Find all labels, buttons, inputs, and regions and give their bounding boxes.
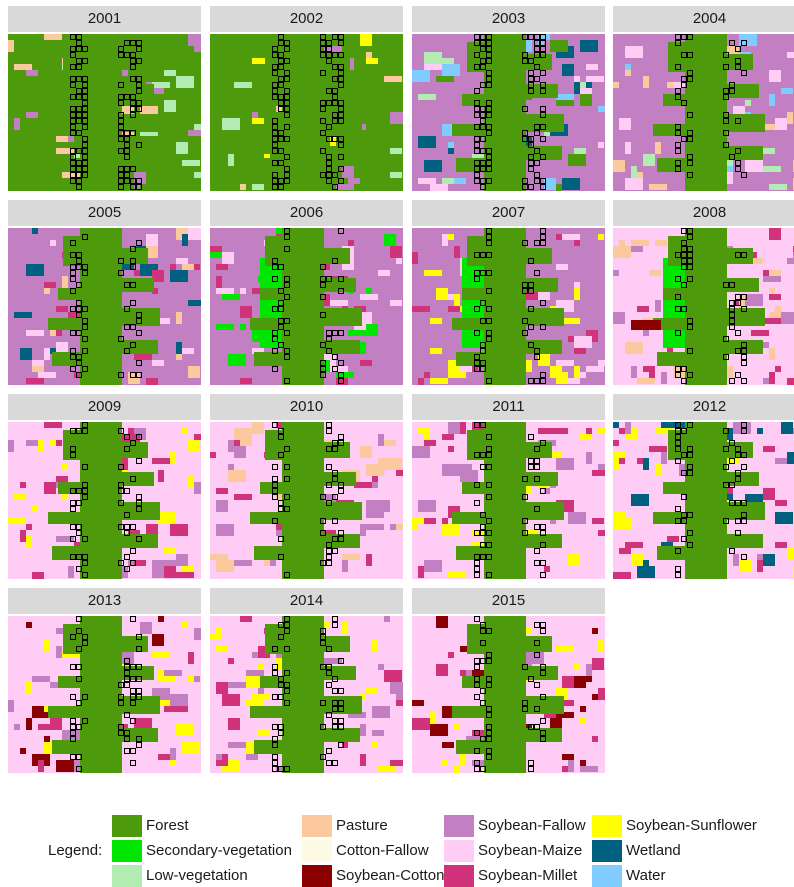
legend-swatch bbox=[112, 865, 142, 887]
panel-year-label: 2001 bbox=[8, 6, 201, 32]
panel-year-label: 2007 bbox=[412, 200, 605, 226]
panel-year-label: 2003 bbox=[412, 6, 605, 32]
panel-year-label: 2006 bbox=[210, 200, 403, 226]
land-use-map bbox=[210, 34, 403, 191]
panel-2006: 2006 bbox=[210, 200, 403, 385]
legend-label: Soybean-Maize bbox=[478, 842, 583, 859]
panel-2007: 2007 bbox=[412, 200, 605, 385]
legend: Legend: Forest Secondary-vegetation Low-… bbox=[0, 808, 794, 887]
land-use-map bbox=[210, 228, 403, 385]
legend-swatch bbox=[112, 840, 142, 862]
panel-year-label: 2005 bbox=[8, 200, 201, 226]
panel-2004: 2004 bbox=[613, 6, 794, 191]
legend-label: Wetland bbox=[626, 842, 681, 859]
land-use-map bbox=[412, 228, 605, 385]
panel-year-label: 2004 bbox=[613, 6, 794, 32]
legend-label: Low-vegetation bbox=[146, 867, 248, 884]
panel-year-label: 2012 bbox=[613, 394, 794, 420]
legend-swatch bbox=[302, 865, 332, 887]
panel-2005: 2005 bbox=[8, 200, 201, 385]
legend-label: Soybean-Millet bbox=[478, 867, 578, 884]
legend-swatch bbox=[112, 815, 142, 837]
panel-year-label: 2011 bbox=[412, 394, 605, 420]
panel-year-label: 2014 bbox=[210, 588, 403, 614]
legend-swatch bbox=[444, 815, 474, 837]
legend-label: Water bbox=[626, 867, 666, 884]
panel-2010: 2010 bbox=[210, 394, 403, 579]
legend-label: Soybean-Sunflower bbox=[626, 817, 757, 834]
legend-title: Legend: bbox=[48, 842, 103, 859]
legend-label: Forest bbox=[146, 817, 189, 834]
panel-2013: 2013 bbox=[8, 588, 201, 773]
legend-label: Soybean-Fallow bbox=[478, 817, 586, 834]
panel-year-label: 2015 bbox=[412, 588, 605, 614]
panel-year-label: 2009 bbox=[8, 394, 201, 420]
land-use-map bbox=[210, 616, 403, 773]
panel-year-label: 2013 bbox=[8, 588, 201, 614]
legend-swatch bbox=[302, 815, 332, 837]
panel-year-label: 2002 bbox=[210, 6, 403, 32]
land-use-map bbox=[8, 616, 201, 773]
land-use-map bbox=[8, 34, 201, 191]
legend-label: Cotton-Fallow bbox=[336, 842, 429, 859]
panel-2003: 2003 bbox=[412, 6, 605, 191]
panel-year-label: 2008 bbox=[613, 200, 794, 226]
legend-swatch bbox=[592, 865, 622, 887]
panel-2002: 2002 bbox=[210, 6, 403, 191]
panel-2014: 2014 bbox=[210, 588, 403, 773]
land-use-map bbox=[613, 34, 794, 191]
land-use-map bbox=[613, 422, 794, 579]
land-use-map bbox=[8, 422, 201, 579]
legend-label: Soybean-Cotton bbox=[336, 867, 445, 884]
legend-swatch bbox=[592, 815, 622, 837]
panel-2011: 2011 bbox=[412, 394, 605, 579]
land-use-map bbox=[8, 228, 201, 385]
legend-swatch bbox=[444, 840, 474, 862]
legend-label: Pasture bbox=[336, 817, 388, 834]
panel-2008: 2008 bbox=[613, 200, 794, 385]
land-use-map bbox=[412, 422, 605, 579]
panel-2009: 2009 bbox=[8, 394, 201, 579]
panel-2012: 2012 bbox=[613, 394, 794, 579]
legend-swatch bbox=[592, 840, 622, 862]
land-use-map bbox=[412, 34, 605, 191]
panel-2015: 2015 bbox=[412, 588, 605, 773]
land-use-map bbox=[412, 616, 605, 773]
land-use-map bbox=[613, 228, 794, 385]
land-use-map bbox=[210, 422, 403, 579]
panel-2001: 2001 bbox=[8, 6, 201, 191]
panel-year-label: 2010 bbox=[210, 394, 403, 420]
legend-label: Secondary-vegetation bbox=[146, 842, 292, 859]
legend-swatch bbox=[302, 840, 332, 862]
legend-swatch bbox=[444, 865, 474, 887]
